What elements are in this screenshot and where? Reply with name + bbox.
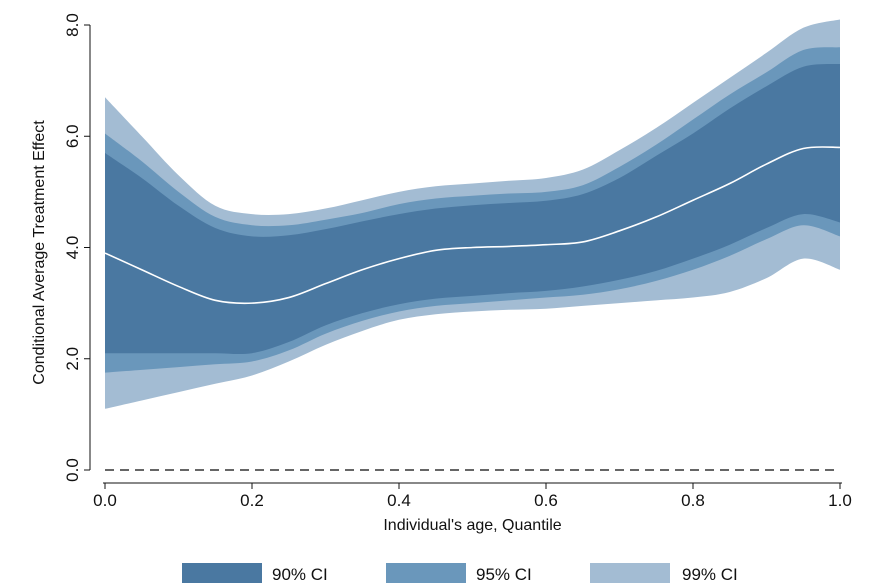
y-tick-label: 6.0: [63, 124, 82, 148]
y-tick-label: 0.0: [63, 458, 82, 482]
confidence-bands: [105, 19, 840, 409]
x-tick-label: 0.6: [534, 491, 558, 510]
legend-swatch: [182, 563, 262, 583]
legend-label: 90% CI: [272, 565, 328, 584]
x-tick-label: 0.8: [681, 491, 705, 510]
legend-swatch: [386, 563, 466, 583]
legend-label: 95% CI: [476, 565, 532, 584]
x-tick-label: 0.0: [93, 491, 117, 510]
y-tick-label: 2.0: [63, 347, 82, 371]
legend-swatch: [590, 563, 670, 583]
x-axis-ticks: 0.0 0.2 0.4 0.6 0.8 1.0: [93, 483, 852, 510]
legend-label: 99% CI: [682, 565, 738, 584]
y-tick-label: 8.0: [63, 13, 82, 37]
y-axis-title: Conditional Average Treatment Effect: [31, 120, 48, 385]
x-tick-label: 0.2: [240, 491, 264, 510]
x-tick-label: 1.0: [828, 491, 852, 510]
band-90-ci: [105, 63, 840, 355]
axes: 0.0 0.2 0.4 0.6 0.8 1.0 0.0 2.0 4.0 6.0 8.0: [63, 13, 852, 510]
y-axis-ticks: 0.0 2.0 4.0 6.0 8.0: [63, 13, 90, 482]
x-tick-label: 0.4: [387, 491, 411, 510]
x-axis-title: Individual's age, Quantile: [383, 517, 561, 534]
y-tick-label: 4.0: [63, 236, 82, 260]
legend: 90% CI 95% CI 99% CI: [182, 563, 738, 584]
estimate-line: [104, 146, 841, 305]
